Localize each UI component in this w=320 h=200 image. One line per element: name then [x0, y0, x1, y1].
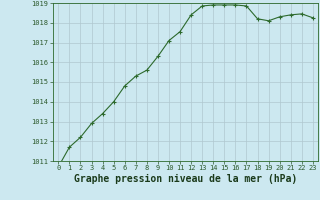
X-axis label: Graphe pression niveau de la mer (hPa): Graphe pression niveau de la mer (hPa) — [74, 174, 297, 184]
